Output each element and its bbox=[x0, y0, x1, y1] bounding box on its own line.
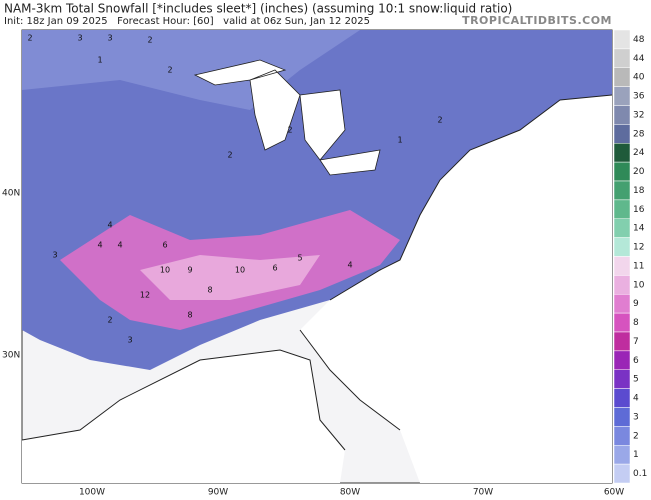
map-value-label: 3 bbox=[127, 336, 132, 345]
colorbar-swatch bbox=[613, 29, 631, 50]
map-value-label: 2 bbox=[107, 316, 112, 325]
map-value-label: 6 bbox=[272, 264, 277, 273]
longitude-label: 100W bbox=[79, 488, 105, 498]
colorbar-label: 7 bbox=[633, 337, 639, 347]
longitude-label: 80W bbox=[340, 488, 360, 498]
colorbar-label: 24 bbox=[633, 148, 645, 158]
map-value-label: 2 bbox=[437, 116, 442, 125]
longitude-label: 60W bbox=[604, 488, 624, 498]
colorbar-swatch bbox=[613, 237, 631, 257]
longitude-label: 90W bbox=[208, 488, 228, 498]
site: TROPICALTIDBITS.COM bbox=[462, 14, 612, 27]
map-value-label: 4 bbox=[347, 261, 352, 270]
colorbar-swatch bbox=[613, 67, 631, 87]
colorbar-label: 14 bbox=[633, 224, 645, 234]
atlantic bbox=[300, 95, 612, 483]
map-value-label: 2 bbox=[287, 126, 292, 135]
map-value-label: 10 bbox=[235, 266, 245, 275]
map-value-label: 1 bbox=[397, 136, 402, 145]
colorbar-swatch bbox=[613, 369, 631, 389]
colorbar-label: 32 bbox=[633, 110, 644, 120]
map-value-label: 3 bbox=[52, 251, 57, 260]
map-value-label: 8 bbox=[207, 286, 212, 295]
latitude-label: 40N bbox=[2, 189, 20, 199]
map-value-label: 4 bbox=[117, 241, 122, 250]
subtitle: Init: 18z Jan 09 2025 Forecast Hour: [60… bbox=[4, 16, 370, 27]
colorbar-label: 8 bbox=[633, 318, 639, 328]
colorbar-label: 48 bbox=[633, 35, 645, 45]
colorbar-label: 9 bbox=[633, 299, 639, 309]
colorbar-swatch bbox=[613, 199, 631, 219]
colorbar-swatch bbox=[613, 218, 631, 238]
colorbar-swatch bbox=[613, 407, 631, 427]
colorbar-swatch bbox=[613, 445, 631, 465]
colorbar-swatch bbox=[613, 48, 631, 68]
colorbar-label: 10 bbox=[633, 280, 645, 290]
map-value-label: 10 bbox=[160, 266, 170, 275]
colorbar-swatch bbox=[613, 180, 631, 201]
snow-light bbox=[22, 30, 360, 110]
colorbar-label: 40 bbox=[633, 73, 645, 83]
colorbar-label: 1 bbox=[633, 450, 639, 460]
colorbar-label: 11 bbox=[633, 261, 644, 271]
title: NAM-3km Total Snowfall [*includes sleet*… bbox=[4, 2, 512, 16]
colorbar-label: 44 bbox=[633, 54, 645, 64]
map-value-label: 2 bbox=[147, 36, 152, 45]
colorbar-swatch bbox=[613, 124, 631, 144]
colorbar-label: 36 bbox=[633, 92, 645, 102]
map bbox=[21, 29, 613, 484]
colorbar-label: 3 bbox=[633, 412, 639, 422]
snow-max bbox=[140, 255, 320, 300]
colorbar-swatch bbox=[613, 143, 631, 163]
colorbar-swatch bbox=[613, 294, 631, 314]
colorbar-label: 18 bbox=[633, 186, 645, 196]
map-value-label: 5 bbox=[297, 254, 302, 263]
map-value-label: 3 bbox=[77, 34, 82, 43]
latitude-label: 30N bbox=[2, 351, 20, 361]
colorbar-swatch bbox=[613, 312, 631, 333]
colorbar-label: 28 bbox=[633, 129, 645, 139]
colorbar-label: 6 bbox=[633, 356, 639, 366]
colorbar-label: 12 bbox=[633, 243, 644, 253]
gulf bbox=[22, 350, 345, 483]
map-value-label: 3 bbox=[107, 34, 112, 43]
map-value-label: 2 bbox=[27, 34, 32, 43]
colorbar-label: 0.1 bbox=[633, 469, 647, 479]
colorbar-swatch bbox=[613, 161, 631, 182]
colorbar-swatch bbox=[613, 86, 631, 106]
map-value-label: 8 bbox=[187, 311, 192, 320]
map-value-label: 12 bbox=[140, 291, 150, 300]
colorbar-swatch bbox=[613, 256, 631, 276]
colorbar-label: 4 bbox=[633, 394, 639, 404]
map-value-label: 2 bbox=[167, 66, 172, 75]
map-value-label: 4 bbox=[97, 241, 102, 250]
colorbar-label: 20 bbox=[633, 167, 645, 177]
map-value-label: 6 bbox=[162, 241, 167, 250]
great-lakes bbox=[193, 59, 381, 176]
colorbar-swatch bbox=[613, 463, 631, 484]
colorbar-label: 5 bbox=[633, 375, 639, 385]
colorbar-swatch bbox=[613, 350, 631, 370]
map-value-label: 9 bbox=[187, 266, 192, 275]
longitude-label: 70W bbox=[473, 488, 493, 498]
colorbar-swatch bbox=[613, 331, 631, 352]
colorbar-label: 16 bbox=[633, 205, 645, 215]
colorbar-label: 2 bbox=[633, 431, 639, 441]
colorbar-swatch bbox=[613, 388, 631, 408]
map-value-label: 4 bbox=[107, 221, 112, 230]
colorbar-swatch bbox=[613, 105, 631, 125]
colorbar-swatch bbox=[613, 426, 631, 446]
colorbar-swatch bbox=[613, 275, 631, 295]
map-value-label: 2 bbox=[227, 151, 232, 160]
coastline bbox=[21, 94, 613, 451]
map-value-label: 1 bbox=[97, 56, 102, 65]
